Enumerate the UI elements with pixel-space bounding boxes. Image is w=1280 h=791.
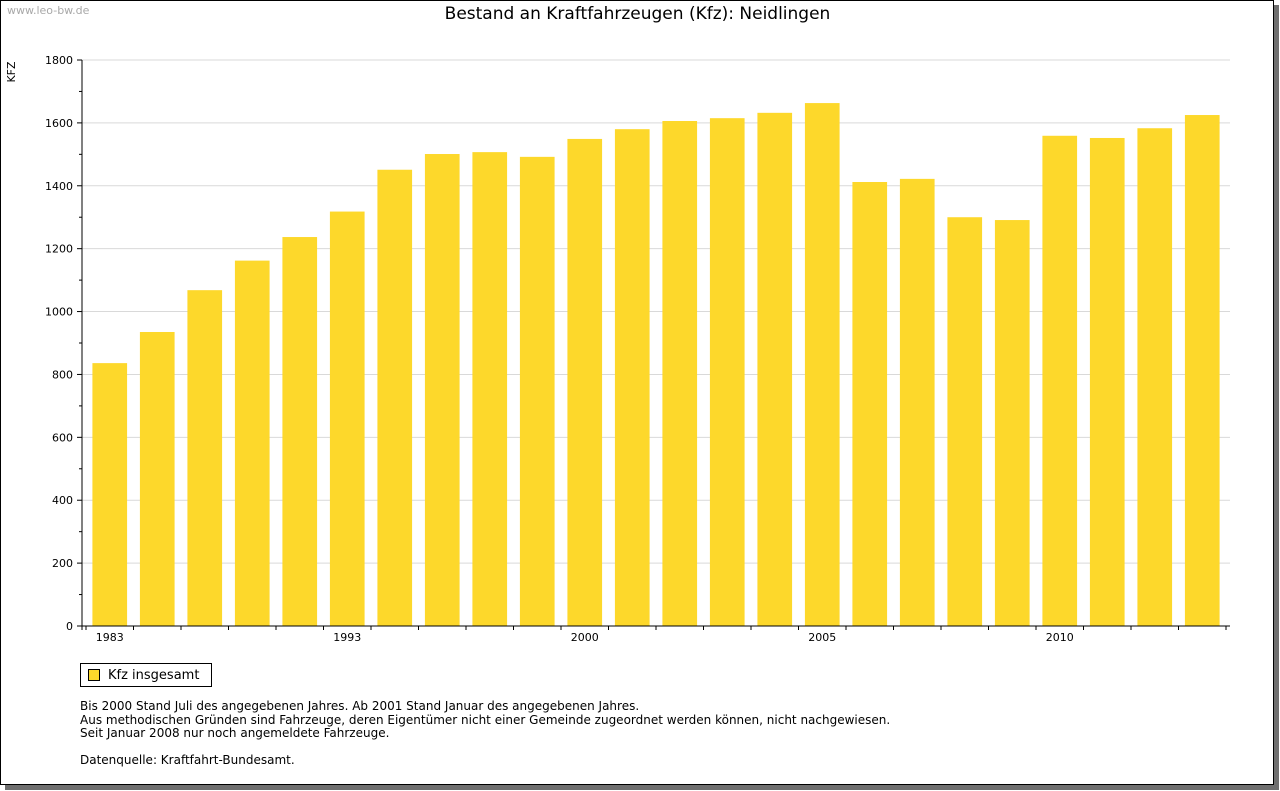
bar [947, 217, 983, 626]
bar [757, 112, 793, 627]
bar [329, 211, 365, 626]
x-tick-label: 2000 [571, 631, 599, 644]
x-tick-label: 2010 [1046, 631, 1074, 644]
legend-label: Kfz insgesamt [108, 667, 200, 683]
bar [1089, 137, 1125, 626]
x-tick-label: 1993 [333, 631, 361, 644]
y-axis-label: KFZ [5, 61, 18, 83]
bar [424, 154, 460, 626]
bar [234, 260, 270, 626]
legend: Kfz insgesamt [80, 663, 213, 687]
y-tick-label: 1400 [45, 180, 73, 193]
x-tick-label: 2005 [808, 631, 836, 644]
footnote-2: Aus methodischen Gründen sind Fahrzeuge,… [80, 712, 891, 727]
y-tick-label: 1800 [45, 54, 73, 67]
bar [187, 290, 223, 626]
bar [567, 138, 603, 627]
bar [1042, 135, 1078, 626]
x-tick-label: 1983 [96, 631, 124, 644]
watermark: www.leo-bw.de [7, 4, 90, 17]
y-tick-label: 800 [52, 368, 73, 381]
bar [472, 152, 508, 627]
y-tick-label: 1000 [45, 306, 73, 319]
bar [1137, 128, 1173, 627]
legend-swatch [88, 669, 100, 681]
y-tick-label: 200 [52, 557, 73, 570]
bar [139, 331, 175, 626]
bar [852, 182, 888, 626]
y-tick-label: 400 [52, 494, 73, 507]
y-axis-ticks: 0 200 400 600 800 1000 1200 1400 1600 1800 [45, 54, 82, 633]
footnote-3: Seit Januar 2008 nur noch angemeldete Fa… [80, 726, 390, 740]
data-source: Datenquelle: Kraftfahrt-Bundesamt. [80, 753, 295, 767]
axes [77, 60, 1230, 630]
y-tick-label: 1600 [45, 117, 73, 130]
x-axis-ticks: 1983 1993 2000 2005 2010 [85, 626, 1227, 644]
y-tick-label: 0 [66, 620, 73, 633]
bars [92, 103, 1220, 627]
grid-lines [82, 59, 1230, 564]
bar [709, 118, 745, 626]
y-tick-label: 1200 [45, 243, 73, 256]
bar [282, 237, 318, 626]
y-tick-label: 600 [52, 431, 73, 444]
chart-title: Bestand an Kraftfahrzeugen (Kfz): Neidli… [444, 4, 831, 24]
bar [899, 178, 935, 627]
bar [92, 363, 128, 626]
bar [804, 103, 840, 627]
bar [1184, 115, 1220, 627]
footnotes: Bis 2000 Stand Juli des angegebenen Jahr… [80, 699, 891, 741]
bar [662, 121, 698, 626]
bar [377, 169, 413, 627]
bar [614, 129, 650, 626]
bar [994, 220, 1030, 626]
footnote-1: Bis 2000 Stand Juli des angegebenen Jahr… [80, 699, 640, 713]
bar [519, 156, 555, 627]
